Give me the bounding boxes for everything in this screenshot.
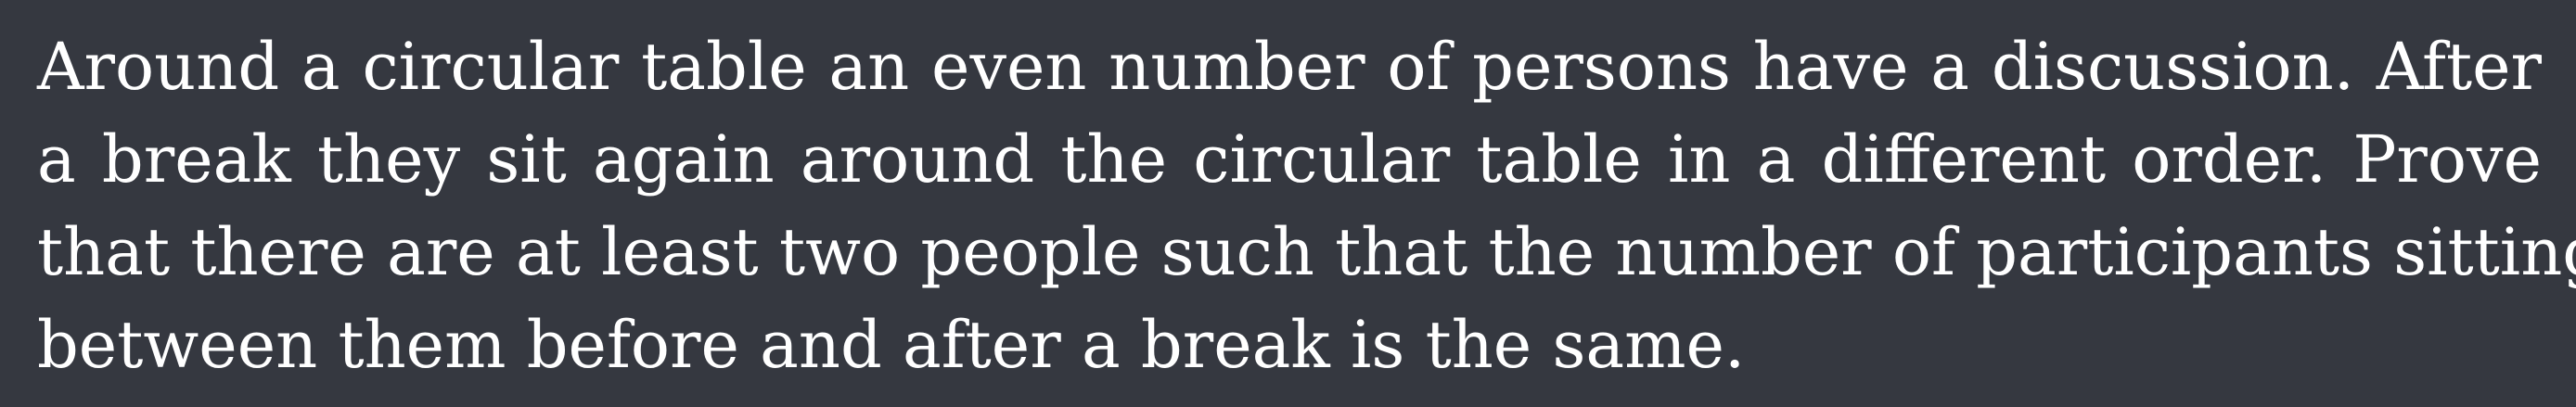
problem-line-2: a break they sit again around the circul… <box>37 121 2542 197</box>
problem-statement: Around a circular table an even number o… <box>37 20 2576 391</box>
problem-line-3: that there are at least two people such … <box>37 214 2576 290</box>
problem-line-1: Around a circular table an even number o… <box>37 29 2542 105</box>
problem-line-4: between them before and after a break is… <box>37 307 1746 383</box>
